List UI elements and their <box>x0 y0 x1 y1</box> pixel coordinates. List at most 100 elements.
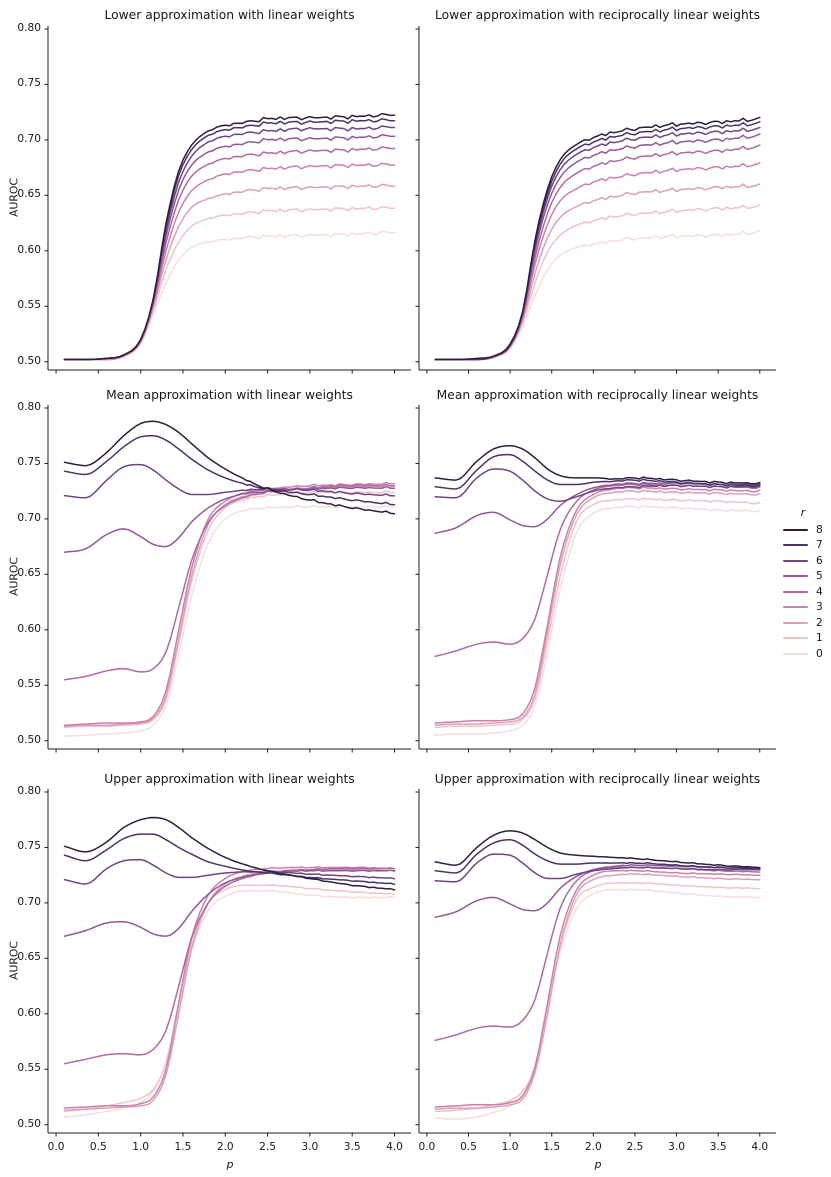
legend-title: r <box>800 506 806 519</box>
series-line-r0 <box>434 229 761 361</box>
series-line-r6 <box>63 125 396 361</box>
x-tick-label: 2.0 <box>216 1141 234 1153</box>
series-line-r8 <box>434 830 761 869</box>
x-tick-label: 1.5 <box>543 1141 561 1153</box>
series-line-r5 <box>63 869 396 937</box>
x-tick-label: 0.0 <box>418 1141 436 1153</box>
y-tick-label: 0.60 <box>17 622 41 635</box>
legend-label-r6: 6 <box>816 554 823 567</box>
y-tick-label: 0.75 <box>17 77 41 90</box>
y-tick-label: 0.65 <box>17 567 41 580</box>
series-line-r2 <box>434 872 761 1110</box>
series-line-r1 <box>63 884 396 1113</box>
y-tick-label: 0.60 <box>17 243 41 256</box>
series-line-r1 <box>434 881 761 1113</box>
series-line-r0 <box>63 504 396 738</box>
series-line-r7 <box>63 118 396 361</box>
series-line-r6 <box>63 463 396 499</box>
x-axis-label-left: p <box>226 1158 234 1171</box>
series-line-r1 <box>434 204 761 361</box>
series-line-r5 <box>63 133 396 361</box>
series-line-r2 <box>434 489 761 726</box>
x-tick-label: 4.0 <box>751 1141 769 1153</box>
series-line-r7 <box>434 838 761 874</box>
series-line-r3 <box>63 866 396 1109</box>
y-tick-label: 0.70 <box>17 895 41 908</box>
series-line-r1 <box>63 205 396 361</box>
x-tick-label: 3.0 <box>668 1141 685 1153</box>
legend-label-r7: 7 <box>816 539 823 552</box>
series-line-r7 <box>63 833 396 886</box>
legend-item-r5: 5 <box>780 569 830 585</box>
legend-label-r0: 0 <box>816 647 823 660</box>
series-line-r4 <box>434 144 761 361</box>
series-line-r3 <box>63 162 396 361</box>
plot-title-mean-reciprocal: Mean approximation with reciprocally lin… <box>436 388 759 402</box>
legend-swatch-r3 <box>783 606 808 609</box>
plot-title-lower-linear: Lower approximation with linear weights <box>104 8 355 22</box>
plot-title-upper-reciprocal: Upper approximation with reciprocally li… <box>434 772 761 786</box>
y-tick-label: 0.50 <box>17 354 41 367</box>
x-tick-label: 2.5 <box>259 1141 276 1153</box>
series-line-r8 <box>63 816 396 891</box>
x-tick-label: 2.5 <box>626 1141 644 1153</box>
legend-label-r2: 2 <box>816 616 823 629</box>
y-tick-label: 0.55 <box>17 299 41 312</box>
x-tick-label: 3.5 <box>343 1141 361 1153</box>
legend-swatch-r4 <box>783 590 808 593</box>
legend-label-r8: 8 <box>816 523 823 536</box>
series-line-r2 <box>63 183 396 361</box>
series-line-r0 <box>434 505 761 736</box>
series-line-r0 <box>63 230 396 361</box>
x-tick-label: 1.0 <box>132 1141 150 1153</box>
y-tick-label: 0.70 <box>17 511 41 524</box>
y-tick-label: 0.70 <box>17 132 41 145</box>
x-tick-label: 3.5 <box>709 1141 727 1153</box>
series-line-r7 <box>434 453 761 490</box>
series-line-r6 <box>63 858 396 885</box>
y-tick-label: 0.60 <box>17 1006 41 1019</box>
legend-item-r6: 6 <box>780 553 830 569</box>
series-line-r4 <box>63 146 396 361</box>
x-tick-label: 0.0 <box>47 1141 65 1153</box>
series-line-r8 <box>63 112 396 361</box>
series-line-r2 <box>63 868 396 1112</box>
series-line-r3 <box>434 162 761 361</box>
series-line-r0 <box>63 889 396 1118</box>
plot-title-lower-reciprocal: Lower approximation with reciprocally li… <box>434 8 760 22</box>
legend-label-r4: 4 <box>816 585 823 598</box>
series-line-r1 <box>63 490 396 729</box>
legend-item-r4: 4 <box>780 584 830 600</box>
series-line-r4 <box>63 867 396 1065</box>
y-tick-label: 0.80 <box>17 22 41 34</box>
x-tick-label: 0.5 <box>89 1141 107 1153</box>
legend-item-r7: 7 <box>780 538 830 554</box>
legend-item-r2: 2 <box>780 615 830 631</box>
legend-label-r5: 5 <box>816 570 823 583</box>
x-tick-label: 1.0 <box>501 1141 519 1153</box>
legend-swatch-r2 <box>783 621 808 624</box>
x-tick-label: 1.5 <box>174 1141 192 1153</box>
legend-swatch-r1 <box>783 637 808 640</box>
series-line-r1 <box>434 497 761 729</box>
x-axis-label-right: p <box>594 1158 602 1171</box>
legend-item-r0: 0 <box>780 646 830 662</box>
y-tick-label: 0.80 <box>17 401 41 413</box>
series-line-r0 <box>434 888 761 1120</box>
legend-label-r3: 3 <box>816 601 823 614</box>
series-line-r5 <box>63 485 396 553</box>
legend-swatch-r0 <box>783 652 808 655</box>
y-tick-label: 0.65 <box>17 188 41 201</box>
y-tick-label: 0.65 <box>17 951 41 964</box>
y-tick-label: 0.75 <box>17 456 41 469</box>
plot-title-mean-linear: Mean approximation with linear weights <box>106 388 353 402</box>
y-tick-label: 0.50 <box>17 733 41 746</box>
series-line-r3 <box>63 481 396 726</box>
series-line-r6 <box>434 468 761 502</box>
x-tick-label: 3.0 <box>301 1141 319 1153</box>
y-tick-label: 0.50 <box>17 1117 41 1130</box>
legend-label-r1: 1 <box>816 632 823 645</box>
x-tick-label: 0.5 <box>460 1141 477 1153</box>
